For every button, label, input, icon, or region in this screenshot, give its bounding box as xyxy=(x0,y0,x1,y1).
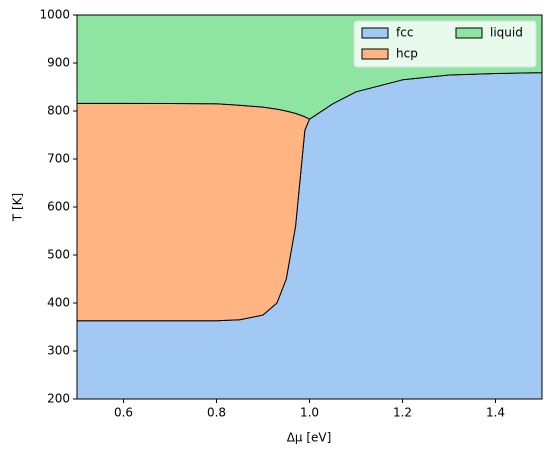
legend-box xyxy=(353,20,537,68)
x-tick-label: 1.0 xyxy=(300,406,319,420)
legend: fcc hcp liquid xyxy=(353,20,537,68)
y-tick-label: 400 xyxy=(47,296,70,310)
y-tick-label: 1000 xyxy=(39,8,70,22)
y-axis-label: T [K] xyxy=(11,193,25,222)
x-tick-label: 1.2 xyxy=(393,406,412,420)
x-tick-label: 0.6 xyxy=(114,406,133,420)
legend-label: hcp xyxy=(396,47,418,61)
phase-region xyxy=(76,102,310,322)
y-tick-label: 300 xyxy=(47,344,70,358)
x-tick-label: 0.8 xyxy=(207,406,226,420)
legend-label: fcc xyxy=(396,26,413,40)
legend-swatch xyxy=(361,48,389,60)
y-tick-label: 700 xyxy=(47,152,70,166)
y-tick-label: 800 xyxy=(47,104,70,118)
y-tick-label: 500 xyxy=(47,248,70,262)
legend-swatch xyxy=(361,27,389,39)
y-tick-label: 200 xyxy=(47,392,70,406)
y-tick-label: 900 xyxy=(47,56,70,70)
x-axis-label: Δμ [eV] xyxy=(287,431,332,445)
legend-swatch xyxy=(455,27,483,39)
y-tick-label: 600 xyxy=(47,200,70,214)
legend-label: liquid xyxy=(490,26,523,40)
x-tick-label: 1.4 xyxy=(486,406,505,420)
